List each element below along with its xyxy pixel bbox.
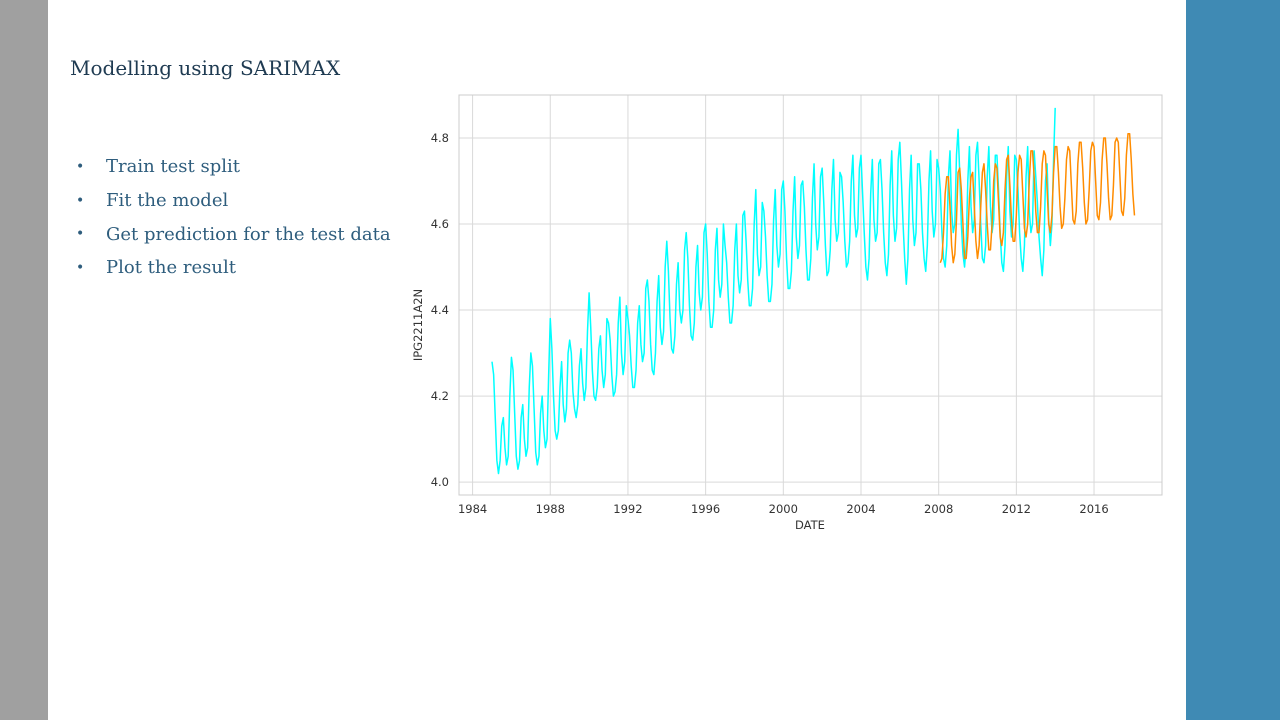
bullet-dot-icon: • — [76, 158, 85, 175]
plot-frame — [458, 94, 1163, 496]
grid-layer — [459, 95, 1162, 495]
x-tick-label: 1984 — [458, 502, 487, 516]
predicted-series-line — [939, 132, 1136, 264]
x-tick-label: 2008 — [924, 502, 953, 516]
bullet-text: Get prediction for the test data — [106, 223, 391, 245]
y-tick-label: 4.6 — [431, 217, 449, 231]
slide-title: Modelling using SARIMAX — [70, 56, 341, 80]
y-tick-labels: 4.0 4.2 4.4 4.6 4.8 — [431, 131, 449, 489]
bullet-dot-icon: • — [76, 226, 85, 243]
bullet-list: • Train test split • Fit the model • Get pr… — [76, 150, 391, 285]
y-tick-label: 4.8 — [431, 131, 449, 145]
x-tick-labels: 1984 1988 1992 1996 2000 2004 2008 2012 2016 — [458, 502, 1109, 516]
x-tick-label: 2000 — [769, 502, 798, 516]
bullet-text: Plot the result — [106, 257, 236, 279]
bullet-text: Fit the model — [106, 190, 229, 212]
bullet-item: • Get prediction for the test data — [76, 217, 391, 251]
bullet-item: • Train test split — [76, 150, 391, 184]
line-chart: 1984 1988 1992 1996 2000 2004 2008 2012 2016 4.0… — [411, 94, 1163, 532]
x-tick-label: 2012 — [1002, 502, 1031, 516]
x-tick-label: 2016 — [1079, 502, 1108, 516]
right-accent-bar — [1186, 0, 1280, 720]
y-tick-label: 4.2 — [431, 389, 449, 403]
bullet-dot-icon: • — [76, 259, 85, 276]
x-tick-label: 1992 — [613, 502, 642, 516]
x-tick-label: 2004 — [846, 502, 875, 516]
bullet-text: Train test split — [106, 156, 240, 178]
y-tick-label: 4.4 — [431, 303, 449, 317]
left-accent-bar — [0, 0, 48, 720]
bullet-item: • Plot the result — [76, 251, 391, 285]
y-tick-label: 4.0 — [431, 475, 449, 489]
x-axis-label: DATE — [795, 518, 825, 532]
series-layer — [491, 107, 1136, 475]
bullet-dot-icon: • — [76, 192, 85, 209]
x-tick-label: 1988 — [536, 502, 565, 516]
bullet-item: • Fit the model — [76, 184, 391, 218]
x-tick-label: 1996 — [691, 502, 720, 516]
actual-series-line — [491, 107, 1056, 475]
y-axis-label: IPG2211A2N — [411, 289, 425, 361]
